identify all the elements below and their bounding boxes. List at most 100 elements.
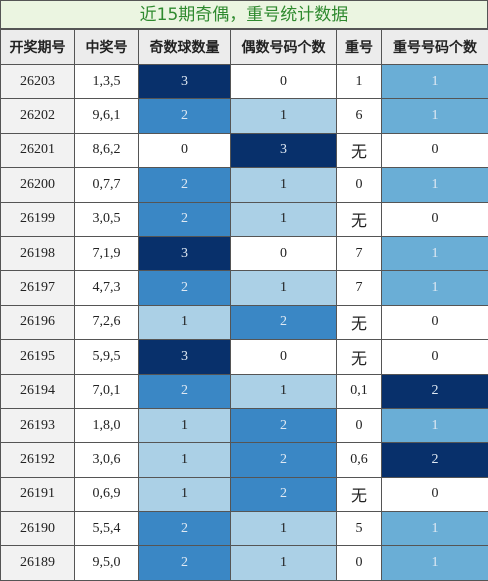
table-cell: 1 [139, 443, 231, 477]
table-cell: 0,6 [337, 443, 382, 477]
table-cell: 1 [139, 305, 231, 339]
table-cell: 7,2,6 [75, 305, 139, 339]
table-cell: 26196 [1, 305, 75, 339]
table-cell: 6 [337, 99, 382, 133]
table-cell: 无 [337, 202, 382, 236]
table-cell: 0 [139, 133, 231, 167]
table-cell: 2 [382, 374, 488, 408]
table-cell: 1 [382, 512, 488, 546]
table-cell: 无 [337, 305, 382, 339]
table-cell: 26203 [1, 65, 75, 99]
table-cell: 26191 [1, 477, 75, 511]
table-cell: 3 [139, 236, 231, 270]
table-cell: 2 [139, 168, 231, 202]
table-cell: 2 [231, 477, 337, 511]
table-cell: 1,8,0 [75, 408, 139, 442]
table-cell: 无 [337, 340, 382, 374]
table-cell: 0,1 [337, 374, 382, 408]
table-cell: 5,5,4 [75, 512, 139, 546]
table-cell: 9,5,0 [75, 546, 139, 580]
table-cell: 0 [382, 340, 488, 374]
table-cell: 9,6,1 [75, 99, 139, 133]
table-cell: 7 [337, 236, 382, 270]
table-cell: 0 [382, 477, 488, 511]
table-cell: 26190 [1, 512, 75, 546]
table-cell: 2 [382, 443, 488, 477]
header-cell: 奇数球数量 [139, 30, 231, 65]
table-cell: 1 [382, 546, 488, 580]
table-cell: 2 [139, 202, 231, 236]
table-cell: 7 [337, 271, 382, 305]
table-cell: 26192 [1, 443, 75, 477]
table-cell: 3 [139, 65, 231, 99]
table-cell: 1 [231, 271, 337, 305]
header-cell: 中奖号 [75, 30, 139, 65]
table-cell: 2 [231, 305, 337, 339]
table-cell: 1 [231, 512, 337, 546]
header-cell: 重号 [337, 30, 382, 65]
table-cell: 0 [231, 236, 337, 270]
table-cell: 1 [231, 374, 337, 408]
table-cell: 0 [382, 305, 488, 339]
table-cell: 1 [231, 202, 337, 236]
table-cell: 7,1,9 [75, 236, 139, 270]
table-cell: 7,0,1 [75, 374, 139, 408]
table-cell: 0,6,9 [75, 477, 139, 511]
table-cell: 0 [231, 340, 337, 374]
table-cell: 1 [337, 65, 382, 99]
table-cell: 无 [337, 477, 382, 511]
table-cell: 26189 [1, 546, 75, 580]
header-cell: 重号号码个数 [382, 30, 488, 65]
table-cell: 5,9,5 [75, 340, 139, 374]
table-cell: 无 [337, 133, 382, 167]
table-cell: 1,3,5 [75, 65, 139, 99]
table-cell: 2 [139, 99, 231, 133]
table-cell: 1 [382, 65, 488, 99]
table-cell: 4,7,3 [75, 271, 139, 305]
table-cell: 2 [139, 512, 231, 546]
table-cell: 1 [139, 408, 231, 442]
table-cell: 1 [139, 477, 231, 511]
table-cell: 26202 [1, 99, 75, 133]
table-cell: 26195 [1, 340, 75, 374]
table-cell: 0 [337, 168, 382, 202]
table-cell: 1 [382, 271, 488, 305]
table-cell: 2 [139, 374, 231, 408]
table-cell: 26197 [1, 271, 75, 305]
table-cell: 0,7,7 [75, 168, 139, 202]
table-cell: 5 [337, 512, 382, 546]
table-cell: 3 [139, 340, 231, 374]
table-cell: 1 [382, 168, 488, 202]
header-cell: 开奖期号 [1, 30, 75, 65]
table-cell: 2 [139, 271, 231, 305]
title: 近15期奇偶，重号统计数据 [0, 0, 488, 29]
table-cell: 1 [231, 99, 337, 133]
table-cell: 3 [231, 133, 337, 167]
table-cell: 3,0,5 [75, 202, 139, 236]
table-cell: 1 [382, 236, 488, 270]
table-cell: 2 [139, 546, 231, 580]
table-cell: 26199 [1, 202, 75, 236]
header-row: 开奖期号中奖号奇数球数量偶数号码个数重号重号号码个数 [1, 30, 488, 65]
table-cell: 0 [337, 408, 382, 442]
table-cell: 3,0,6 [75, 443, 139, 477]
table-cell: 2 [231, 443, 337, 477]
table-cell: 26200 [1, 168, 75, 202]
